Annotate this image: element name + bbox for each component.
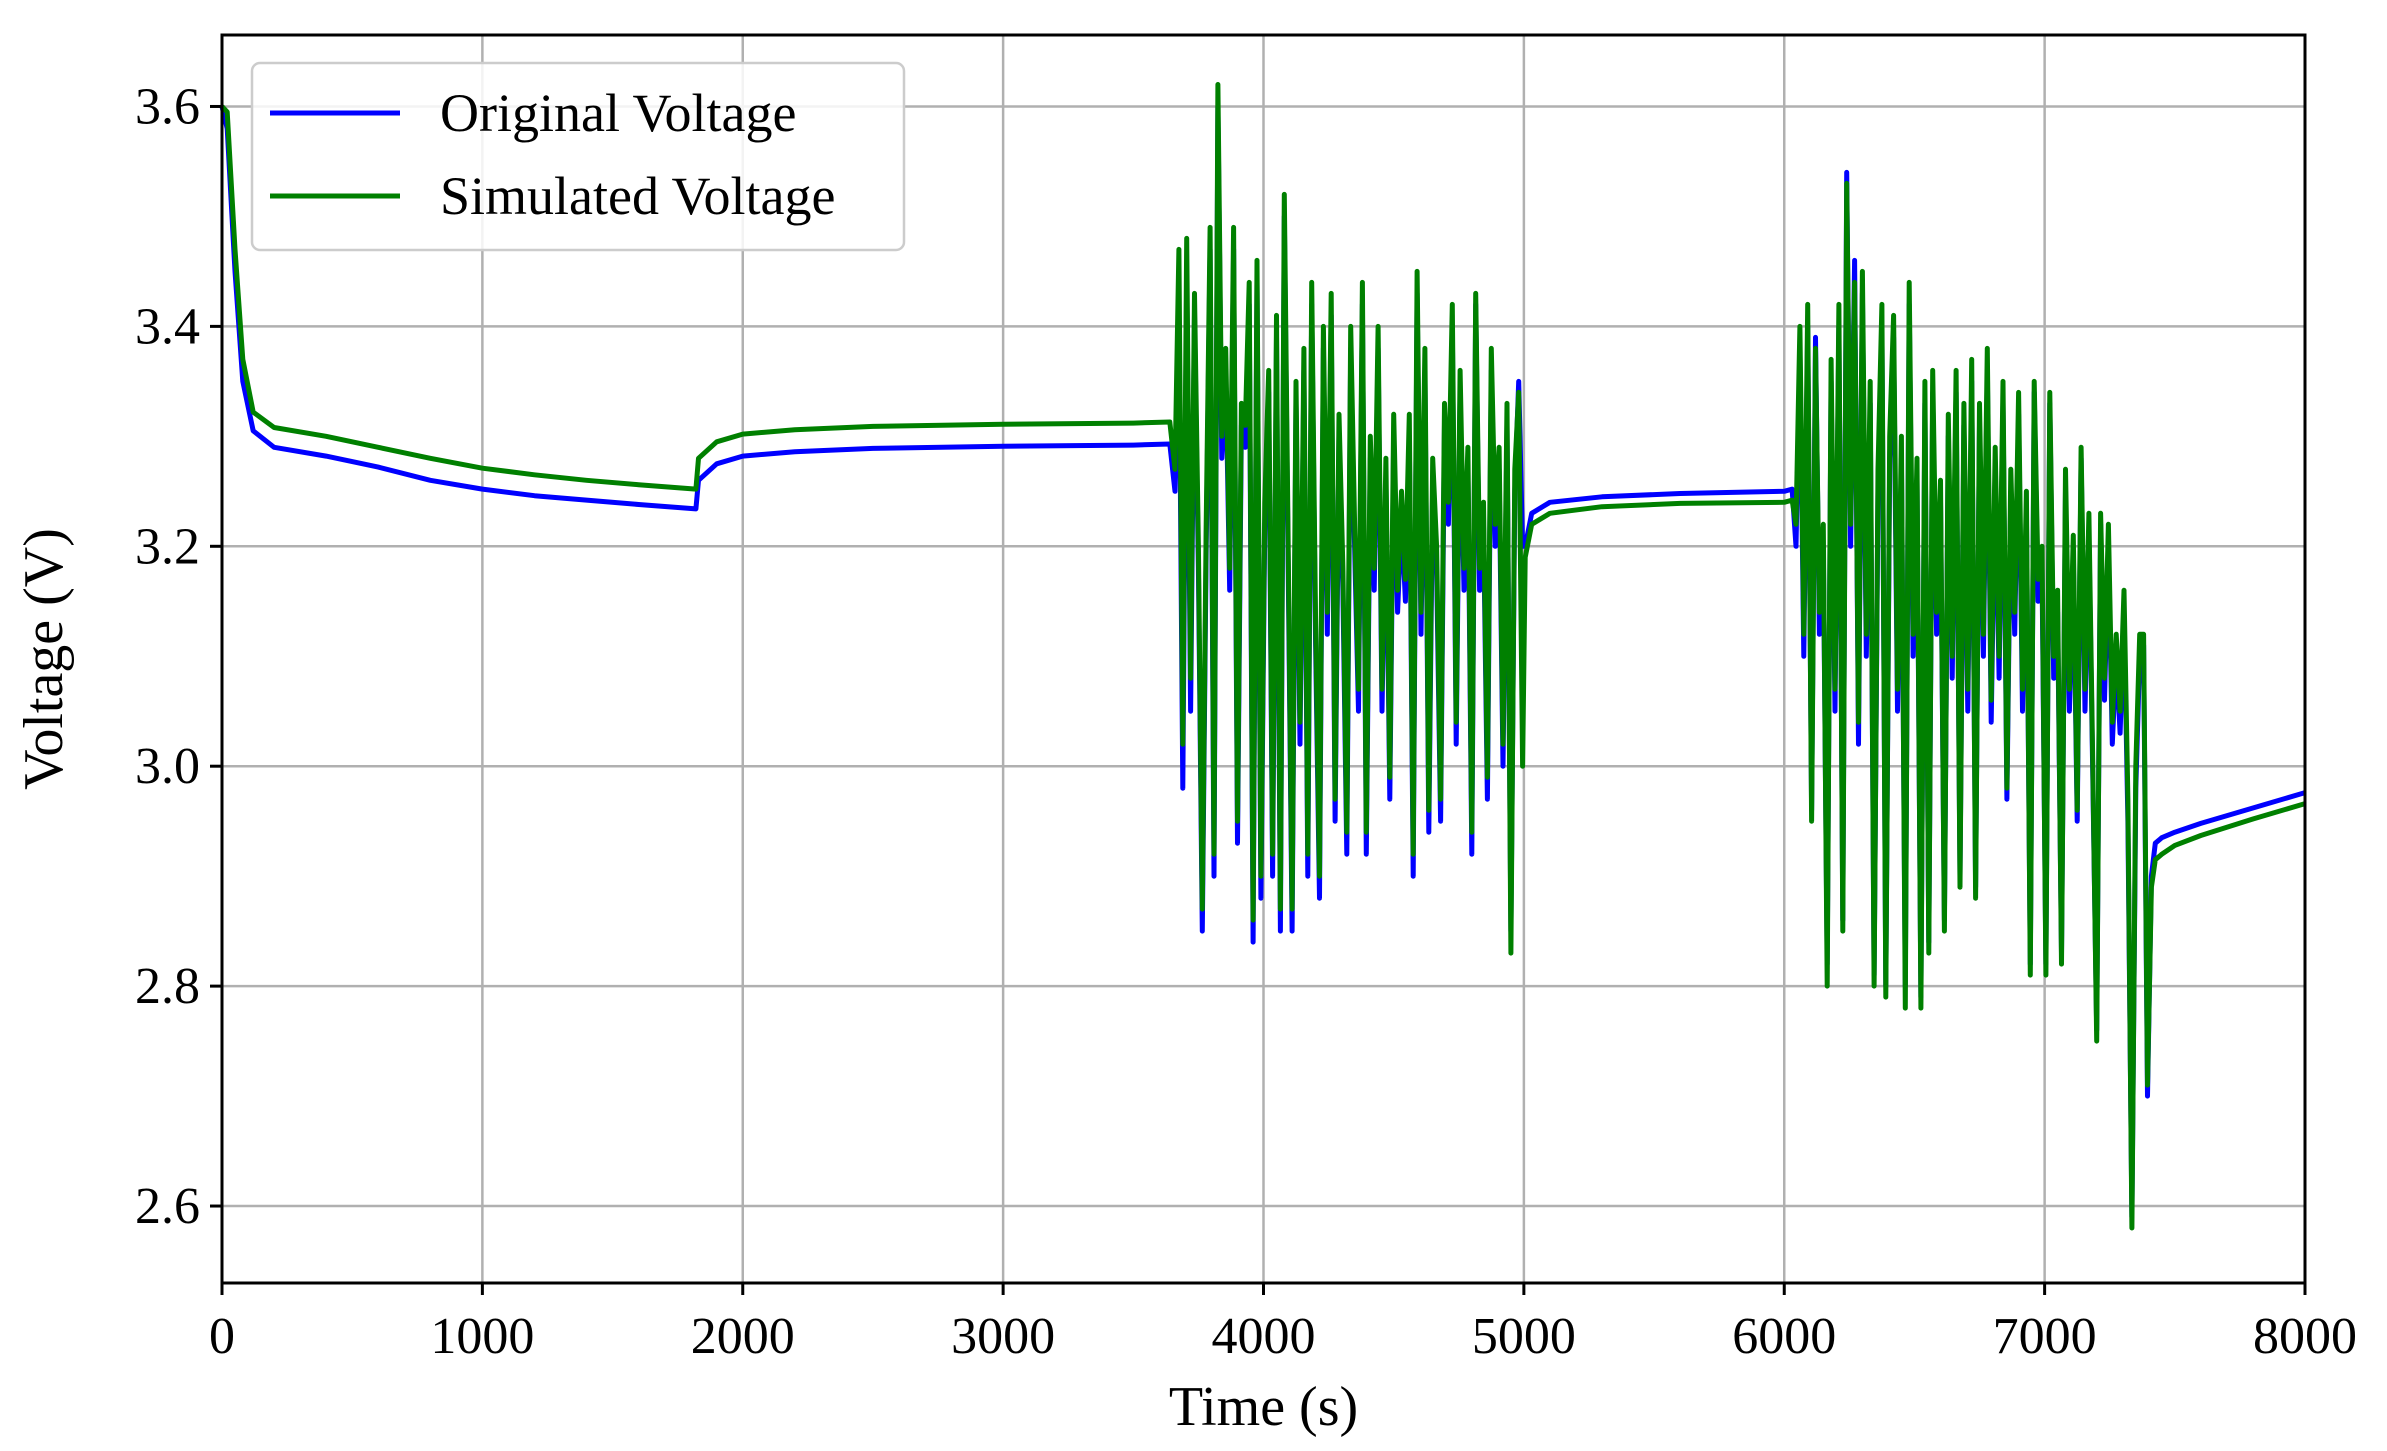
x-tick-label: 1000 bbox=[430, 1308, 534, 1365]
x-tick-label: 4000 bbox=[1212, 1308, 1316, 1365]
x-tick-label: 7000 bbox=[1993, 1308, 2097, 1365]
series-layer bbox=[219, 82, 2306, 1231]
x-axis-label: Time (s) bbox=[1169, 1376, 1358, 1438]
y-tick-label: 2.8 bbox=[135, 958, 200, 1015]
y-tick-label: 3.6 bbox=[135, 78, 200, 135]
plot-frame bbox=[220, 33, 2307, 1285]
y-tick-label: 3.4 bbox=[135, 298, 200, 355]
x-tick-label: 8000 bbox=[2253, 1308, 2357, 1365]
x-tick-label: 3000 bbox=[951, 1308, 1055, 1365]
x-tick-label: 2000 bbox=[691, 1308, 795, 1365]
legend-box bbox=[250, 61, 906, 252]
y-tick-label: 2.6 bbox=[135, 1178, 200, 1235]
x-tick-label: 5000 bbox=[1472, 1308, 1576, 1365]
axis-ticks: 0 1000 2000 3000 4000 5000 6000 7000 8000 2.6 2.8 3… bbox=[135, 78, 2357, 1365]
y-axis-label: Voltage (V) bbox=[13, 528, 75, 790]
x-tick-label: 6000 bbox=[1732, 1308, 1836, 1365]
y-tick-label: 3.2 bbox=[135, 518, 200, 575]
y-tick-label: 3.0 bbox=[135, 738, 200, 795]
legend: Original Voltage Simulated Voltage bbox=[250, 61, 906, 252]
x-tick-label: 0 bbox=[209, 1308, 235, 1365]
legend-label-original: Original Voltage bbox=[440, 83, 796, 143]
legend-label-simulated: Simulated Voltage bbox=[440, 166, 835, 226]
series-line-simulated-voltage bbox=[220, 82, 2306, 1231]
